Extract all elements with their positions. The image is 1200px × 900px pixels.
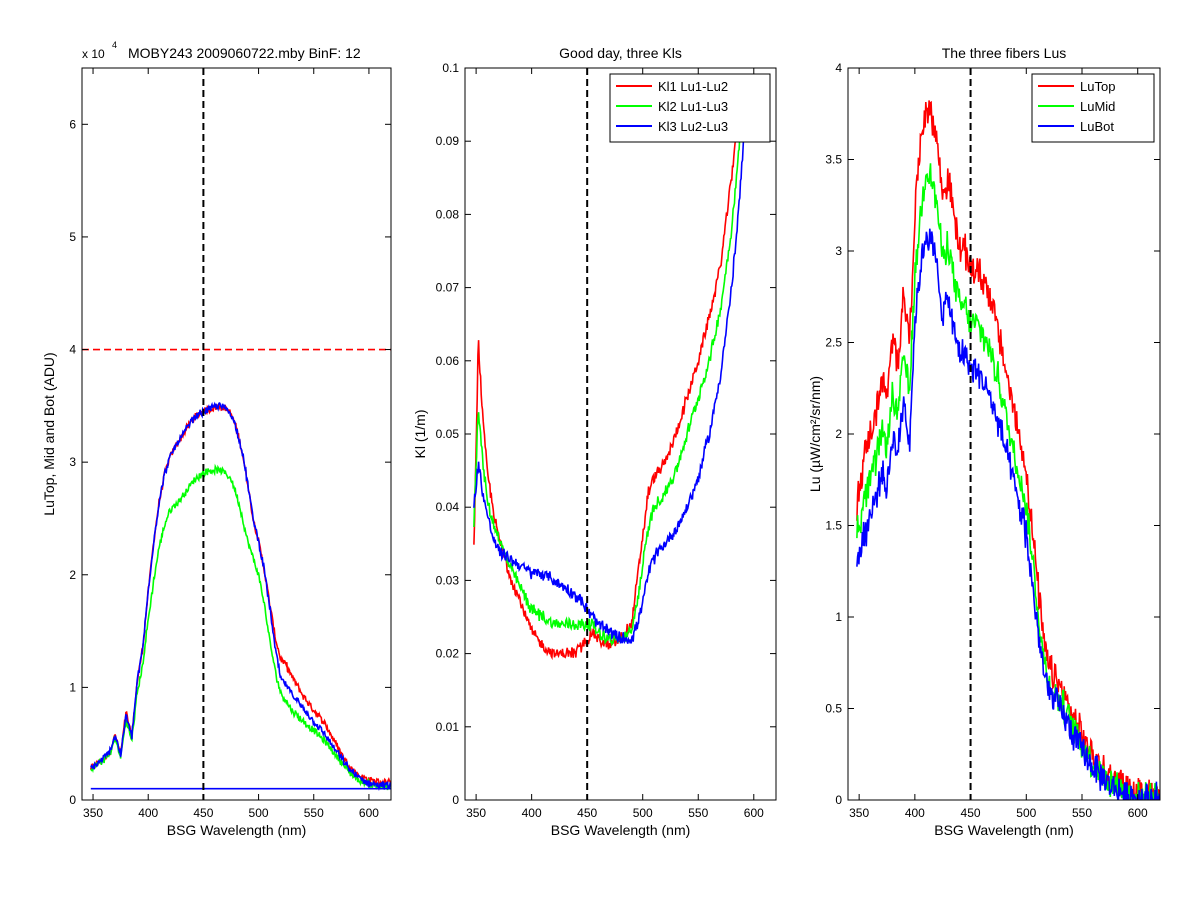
y-tick-label: 0.08 — [436, 207, 460, 221]
chart-panel-2: 350 400 450 500 550 600 0 0.01 0.02 0.03 0.04 0.05 0… — [412, 45, 777, 838]
x-tick-label: 400 — [522, 806, 542, 820]
x-tick-label: 550 — [1072, 806, 1092, 820]
legend-entry: LuTop — [1080, 79, 1115, 94]
x-axis-label: BSG Wavelength (nm) — [167, 822, 307, 838]
y-tick-label: 0.5 — [825, 702, 842, 716]
chart-title: MOBY243 2009060722.mby BinF: 12 — [128, 45, 361, 61]
y-tick-label: 0.03 — [436, 573, 460, 587]
series-line-lutop — [856, 100, 1160, 800]
x-tick-label: 500 — [249, 806, 269, 820]
y-tick-label: 1.5 — [825, 519, 842, 533]
y-tick-label: 0 — [835, 793, 842, 807]
series-line-trace-2 — [90, 463, 391, 791]
y-tick-label: 0.07 — [436, 281, 460, 295]
y-tick-label: 1 — [835, 610, 842, 624]
series-line-kl1-lu1-lu2 — [473, 74, 744, 661]
y-exponent-power: 4 — [112, 40, 117, 50]
series-line-kl2-lu1-lu3 — [473, 82, 746, 647]
series-line-lubot — [856, 228, 1160, 800]
x-tick-label: 450 — [577, 806, 597, 820]
legend: Kl1 Lu1-Lu2 Kl2 Lu1-Lu3 Kl3 Lu2-Lu3 — [609, 73, 771, 143]
x-tick-label: 600 — [359, 806, 379, 820]
chart-title: The three fibers Lus — [942, 45, 1067, 61]
y-axis-label: Lu (µW/cm²/sr/nm) — [807, 376, 823, 492]
x-tick-label: 600 — [1128, 806, 1148, 820]
chart-panel-3: 350 400 450 500 550 600 0 0.5 1 1.5 2 2.5 3 3.5 4 BSG W… — [807, 45, 1161, 838]
x-tick-label: 350 — [849, 806, 869, 820]
y-tick-label: 0.01 — [436, 720, 460, 734]
y-axis-label: Kl (1/m) — [412, 410, 428, 459]
y-tick-label: 0.05 — [436, 427, 460, 441]
series-line-trace-3 — [90, 401, 391, 791]
y-tick-label: 2 — [69, 568, 76, 582]
y-tick-label: 2.5 — [825, 336, 842, 350]
legend-entry: Kl3 Lu2-Lu3 — [658, 119, 728, 134]
series-line-kl3-lu2-lu3 — [473, 77, 749, 645]
x-tick-label: 600 — [744, 806, 764, 820]
plot-lines — [473, 74, 749, 661]
y-tick-label: 0.09 — [436, 134, 460, 148]
y-tick-label: 4 — [69, 343, 76, 357]
x-tick-label: 450 — [193, 806, 213, 820]
y-exponent-label: x 10 — [82, 47, 105, 61]
x-tick-label: 500 — [1016, 806, 1036, 820]
x-tick-label: 550 — [688, 806, 708, 820]
y-tick-label: 0 — [452, 793, 459, 807]
plot-lines — [856, 100, 1160, 800]
legend-entry: LuBot — [1080, 119, 1114, 134]
x-axis-label: BSG Wavelength (nm) — [551, 822, 691, 838]
legend: LuTop LuMid LuBot — [1031, 73, 1155, 143]
y-tick-label: 0.06 — [436, 354, 460, 368]
chart-panel-1: 350 400 450 500 550 600 0 1 2 3 4 5 6 BSG Wavelength … — [41, 40, 392, 838]
chart-title: Good day, three Kls — [559, 45, 682, 61]
x-axis-label: BSG Wavelength (nm) — [934, 822, 1074, 838]
x-tick-label: 500 — [633, 806, 653, 820]
y-axis-label: LuTop, Mid and Bot (ADU) — [41, 352, 57, 515]
legend-entry: Kl2 Lu1-Lu3 — [658, 99, 728, 114]
legend-entry: Kl1 Lu1-Lu2 — [658, 79, 728, 94]
y-tick-label: 5 — [69, 230, 76, 244]
axes-frame — [81, 67, 392, 801]
y-tick-label: 0.02 — [436, 647, 460, 661]
y-tick-label: 0.1 — [442, 61, 459, 75]
y-tick-label: 6 — [69, 117, 76, 131]
x-tick-label: 350 — [466, 806, 486, 820]
y-tick-label: 3 — [69, 455, 76, 469]
x-tick-label: 350 — [83, 806, 103, 820]
plot-background — [465, 68, 776, 800]
x-tick-label: 400 — [905, 806, 925, 820]
x-tick-label: 450 — [961, 806, 981, 820]
y-tick-label: 3.5 — [825, 153, 842, 167]
x-tick-label: 400 — [138, 806, 158, 820]
y-tick-label: 4 — [835, 61, 842, 75]
y-tick-label: 2 — [835, 427, 842, 441]
legend-entry: LuMid — [1080, 99, 1115, 114]
y-tick-label: 0 — [69, 793, 76, 807]
y-tick-label: 1 — [69, 680, 76, 694]
plot-lines — [90, 401, 391, 791]
x-tick-label: 550 — [304, 806, 324, 820]
y-tick-label: 3 — [835, 244, 842, 258]
y-tick-label: 0.04 — [436, 500, 460, 514]
